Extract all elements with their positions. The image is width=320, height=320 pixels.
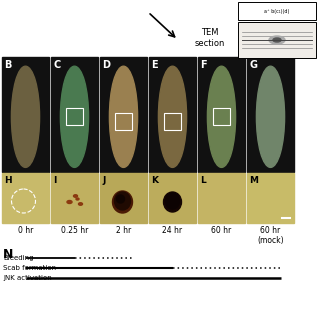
Text: H: H [4,176,12,185]
Text: L: L [200,176,206,185]
Ellipse shape [115,192,131,210]
Bar [66,108,83,125]
Bar [2,173,49,223]
Bar [100,173,147,223]
Ellipse shape [207,66,236,167]
Text: JNK activation: JNK activation [3,275,52,281]
Bar [149,57,196,172]
Text: N: N [3,248,13,261]
Ellipse shape [256,66,284,167]
Text: TEM
section: TEM section [195,28,225,48]
Ellipse shape [164,192,181,212]
Bar [164,113,181,131]
Bar [115,113,132,131]
Bar [51,57,98,172]
Bar [238,22,316,58]
Ellipse shape [116,195,124,203]
Text: 2 hr: 2 hr [116,226,131,235]
Text: F: F [200,60,207,70]
Text: J: J [102,176,105,185]
Text: a⁺ b(c₁)(d): a⁺ b(c₁)(d) [264,9,290,13]
Text: B: B [4,60,12,70]
Text: 0 hr: 0 hr [18,226,33,235]
Text: K: K [151,176,158,185]
Text: Bleeding: Bleeding [3,255,34,261]
Text: Scab formation: Scab formation [3,265,56,271]
Text: 24 hr: 24 hr [163,226,183,235]
Ellipse shape [158,66,187,167]
Bar [247,173,294,223]
Ellipse shape [273,38,281,42]
Ellipse shape [113,191,132,213]
Bar [2,57,49,172]
Text: C: C [53,60,60,70]
Text: 0.25 hr: 0.25 hr [61,226,88,235]
Bar [198,57,245,172]
Ellipse shape [60,66,89,167]
Bar [213,108,230,125]
Ellipse shape [67,201,72,204]
Bar [247,57,294,172]
Ellipse shape [12,66,40,167]
Text: 60 hr: 60 hr [212,226,232,235]
Bar [149,173,196,223]
Ellipse shape [165,193,180,209]
Text: M: M [249,176,258,185]
Bar [100,57,147,172]
Text: 60 hr
(mock): 60 hr (mock) [257,226,284,245]
Bar [51,173,98,223]
Ellipse shape [269,36,285,44]
Text: G: G [249,60,257,70]
Bar [198,173,245,223]
Text: E: E [151,60,158,70]
Bar [238,2,316,20]
Ellipse shape [109,66,138,167]
Text: D: D [102,60,110,70]
Ellipse shape [78,203,83,205]
Text: I: I [53,176,56,185]
Ellipse shape [76,198,79,200]
Bar [0,0,320,57]
Ellipse shape [74,195,77,197]
